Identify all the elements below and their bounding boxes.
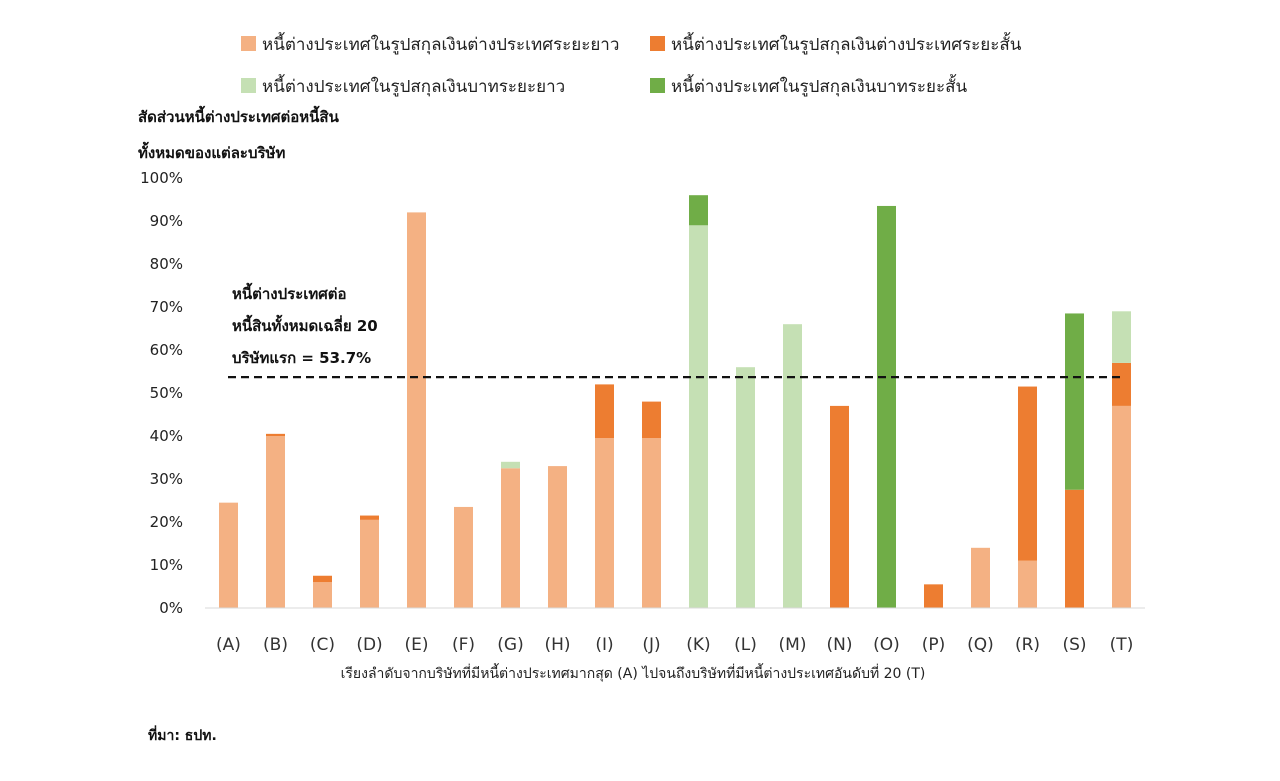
bar-segment-j-series-2 <box>642 401 661 439</box>
bar-segment-q-series-1 <box>971 547 990 608</box>
x-category-label: (L) <box>734 635 757 655</box>
bar-segment-f-series-1 <box>454 506 473 608</box>
x-category-label: (F) <box>452 635 475 655</box>
y-tick-label: 100% <box>140 169 183 187</box>
x-category-label: (M) <box>779 635 807 655</box>
bar-segment-b-series-2 <box>266 433 285 436</box>
x-category-label: (J) <box>642 635 660 655</box>
bar-segment-k-series-4 <box>689 195 708 226</box>
bar-segment-g-series-1 <box>501 468 520 608</box>
bar-segment-p-series-2 <box>924 584 943 608</box>
x-category-label: (C) <box>310 635 335 655</box>
bar-segment-n-series-2 <box>830 405 849 608</box>
x-category-label: (T) <box>1110 635 1134 655</box>
bars <box>219 195 1131 609</box>
y-tick-label: 90% <box>150 212 183 230</box>
x-category-label: (B) <box>263 635 288 655</box>
x-category-label: (A) <box>216 635 241 655</box>
x-category-label: (D) <box>356 635 382 655</box>
bar-segment-t-series-2 <box>1112 362 1131 406</box>
y-axis-ticks: 0% 10% 20% 30% 40% 50% 60% 70% 80% 90% 100% <box>140 169 183 617</box>
bar-segment-l-series-3 <box>736 367 755 608</box>
bar-segment-s-series-4 <box>1065 313 1084 490</box>
x-category-label: (N) <box>827 635 853 655</box>
reference-annotation-line-1: หนี้ต่างประเทศต่อ <box>232 282 347 303</box>
x-category-label: (H) <box>544 635 570 655</box>
bar-segment-t-series-1 <box>1112 405 1131 608</box>
y-tick-label: 70% <box>150 298 183 316</box>
y-axis-title-line-1: สัดส่วนหนี้ต่างประเทศต่อหนี้สิน <box>138 105 340 126</box>
x-category-label: (I) <box>595 635 613 655</box>
legend-label-4: หนี้ต่างประเทศในรูปสกุลเงินบาทระยะสั้น <box>671 74 968 97</box>
y-tick-label: 20% <box>150 513 183 531</box>
bar-segment-h-series-1 <box>548 466 567 608</box>
legend-label-2: หนี้ต่างประเทศในรูปสกุลเงินต่างประเทศระย… <box>671 32 1022 55</box>
y-tick-label: 60% <box>150 341 183 359</box>
legend-label-1: หนี้ต่างประเทศในรูปสกุลเงินต่างประเทศระย… <box>262 32 619 55</box>
bar-segment-j-series-1 <box>642 438 661 608</box>
bar-segment-a-series-1 <box>219 502 238 608</box>
x-category-label: (Q) <box>967 635 994 655</box>
reference-annotation-line-2: หนี้สินทั้งหมดเฉลี่ย 20 <box>232 314 378 335</box>
bar-segment-g-series-3 <box>501 461 520 469</box>
bar-segment-c-series-1 <box>313 582 332 608</box>
bar-segment-c-series-2 <box>313 575 332 583</box>
y-tick-label: 0% <box>159 599 183 617</box>
reference-annotation-line-3: บริษัทแรก = 53.7% <box>232 349 371 367</box>
x-category-label: (G) <box>497 635 523 655</box>
bar-segment-r-series-1 <box>1018 560 1037 608</box>
legend-label-3: หนี้ต่างประเทศในรูปสกุลเงินบาทระยะยาว <box>262 74 565 97</box>
x-category-label: (E) <box>404 635 428 655</box>
y-tick-label: 80% <box>150 255 183 273</box>
bar-segment-d-series-1 <box>360 519 379 608</box>
y-axis-title-line-2: ทั้งหมดของแต่ละบริษัท <box>138 141 285 162</box>
bar-segment-i-series-1 <box>595 438 614 608</box>
legend-swatch-4 <box>650 78 665 93</box>
legend: หนี้ต่างประเทศในรูปสกุลเงินต่างประเทศระย… <box>241 32 1022 97</box>
bar-segment-b-series-1 <box>266 436 285 608</box>
bar-segment-t-series-3 <box>1112 311 1131 363</box>
legend-swatch-3 <box>241 78 256 93</box>
y-tick-label: 40% <box>150 427 183 445</box>
bar-segment-o-series-4 <box>877 205 896 608</box>
bar-segment-m-series-3 <box>783 324 802 608</box>
y-tick-label: 10% <box>150 556 183 574</box>
x-category-label: (P) <box>922 635 946 655</box>
legend-swatch-1 <box>241 36 256 51</box>
bar-segment-d-series-2 <box>360 515 379 520</box>
bar-segment-e-series-1 <box>407 212 426 608</box>
bar-segment-r-series-2 <box>1018 386 1037 561</box>
legend-swatch-2 <box>650 36 665 51</box>
x-category-label: (O) <box>873 635 900 655</box>
x-axis-title: เรียงลำดับจากบริษัทที่มีหนี้ต่างประเทศมา… <box>341 663 926 682</box>
x-category-label: (R) <box>1015 635 1040 655</box>
x-category-label: (K) <box>686 635 710 655</box>
x-axis-categories: (A) (B) (C) (D) (E) (F) (G) (H) (I) (J) (K) (L) (M) (… <box>216 635 1133 655</box>
bar-segment-i-series-2 <box>595 384 614 439</box>
bar-segment-k-series-3 <box>689 225 708 609</box>
x-category-label: (S) <box>1062 635 1086 655</box>
source-note: ที่มา: ธปท. <box>148 725 217 744</box>
y-tick-label: 30% <box>150 470 183 488</box>
y-tick-label: 50% <box>150 384 183 402</box>
bar-segment-s-series-2 <box>1065 489 1084 608</box>
